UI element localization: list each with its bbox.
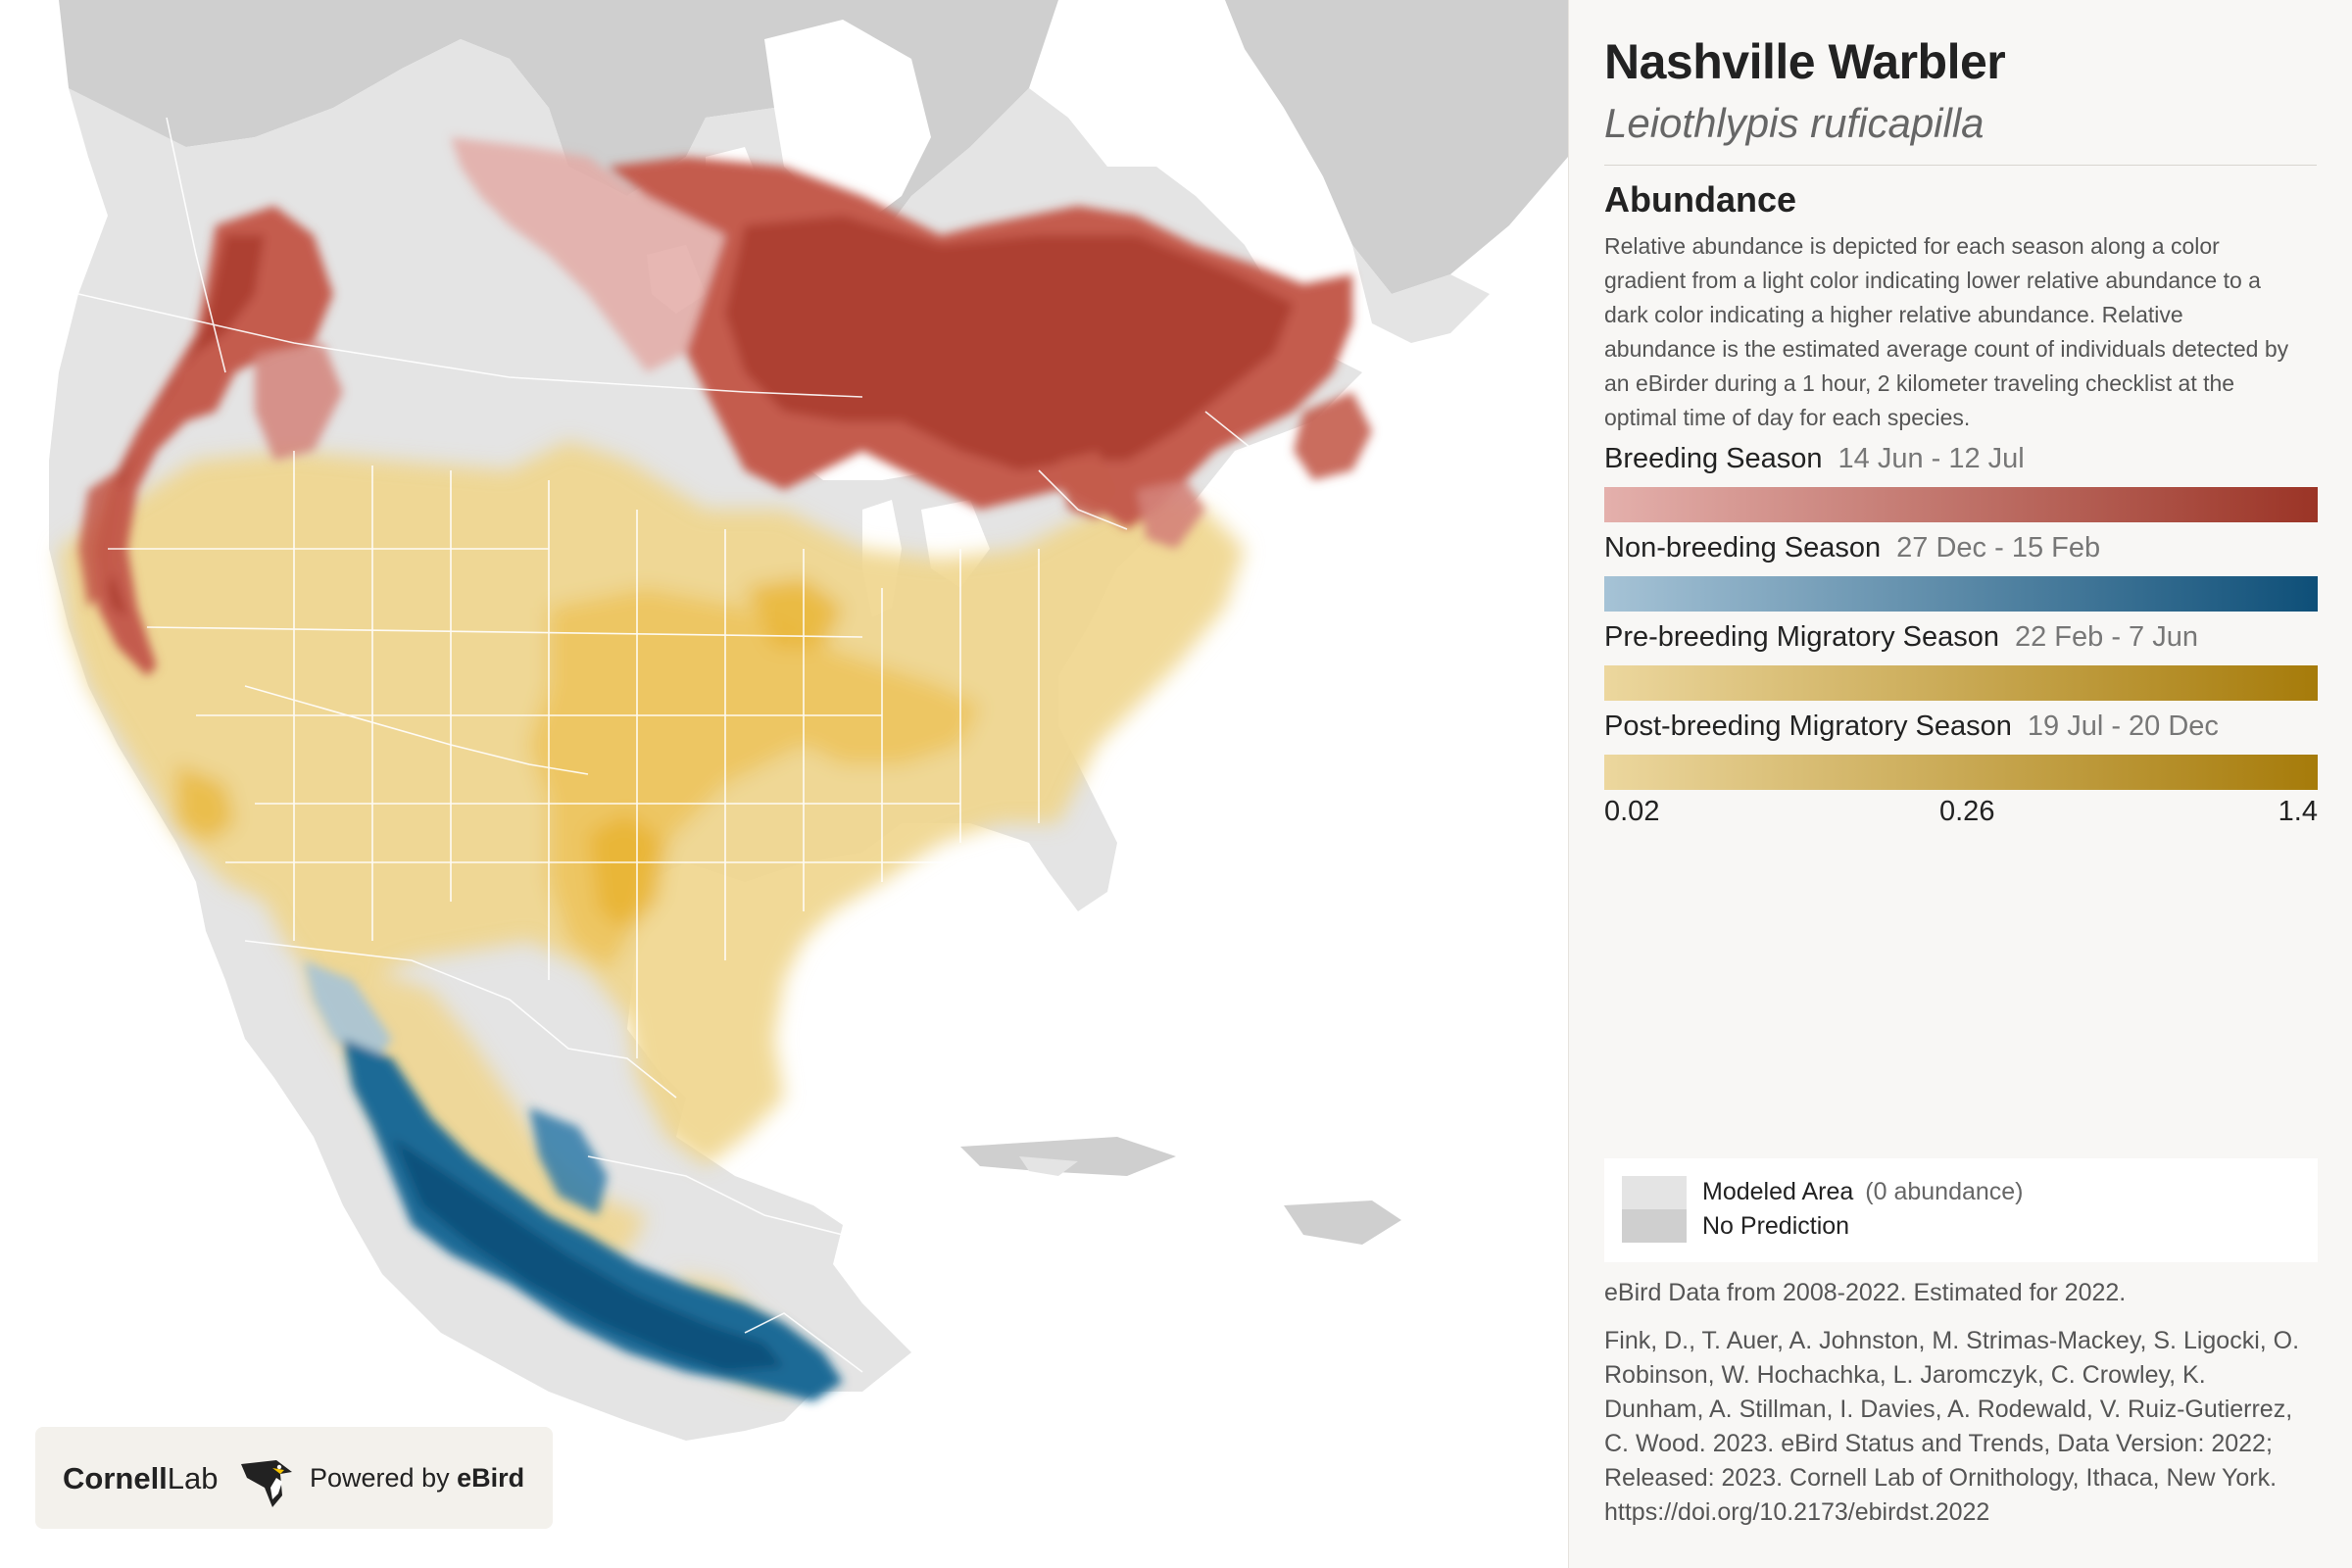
breeding-abundance-west (78, 206, 343, 676)
breeding-abundance (451, 137, 1372, 549)
modeled-area-text: Modeled Area (1702, 1178, 1854, 1205)
modeled-area-note: (0 abundance) (1865, 1178, 2024, 1205)
season-label: Post-breeding Migratory Season (1604, 710, 2012, 742)
citation: Fink, D., T. Auer, A. Johnston, M. Strim… (1604, 1327, 2300, 1526)
season-dates: 19 Jul - 20 Dec (2027, 710, 2219, 742)
season-gradient-bar (1604, 487, 2318, 522)
scale-min: 0.02 (1604, 796, 1660, 827)
season-dates: 14 Jun - 12 Jul (1838, 443, 2025, 474)
range-map[interactable]: CornellLab Powered by eBird (0, 0, 1568, 1568)
season-breeding: Breeding Season 14 Jun - 12 Jul (1604, 443, 2318, 522)
branding-badge[interactable]: CornellLab Powered by eBird (35, 1427, 553, 1529)
no-prediction-label: No Prediction (1702, 1212, 1850, 1240)
ebird-name: eBird (457, 1463, 525, 1493)
season-dates: 27 Dec - 15 Feb (1896, 532, 2101, 564)
abundance-scale: 0.02 0.26 1.4 (1604, 796, 2318, 835)
logo-lab-text: Lab (167, 1461, 219, 1495)
scale-mid: 0.26 (1939, 796, 1995, 827)
season-post-breeding-migratory: Post-breeding Migratory Season 19 Jul - 2… (1604, 710, 2318, 790)
scale-max: 1.4 (2278, 796, 2318, 827)
season-gradient-bar (1604, 665, 2318, 701)
season-dates: 22 Feb - 7 Jun (2014, 621, 2198, 653)
legend-panel: Nashville Warbler Leiothlypis ruficapill… (1568, 0, 2352, 1568)
season-gradient-bar (1604, 576, 2318, 612)
season-gradient-bar (1604, 755, 2318, 790)
season-label: Breeding Season (1604, 443, 1823, 474)
season-label: Pre-breeding Migratory Season (1604, 621, 1999, 653)
species-common-name: Nashville Warbler (1604, 34, 2006, 89)
non-breeding-abundance (304, 960, 843, 1401)
divider (1604, 165, 2317, 166)
abundance-heading: Abundance (1604, 179, 1797, 220)
no-prediction-swatch (1622, 1209, 1687, 1243)
map-canvas (49, 0, 1568, 1441)
bird-logo-icon (237, 1448, 294, 1509)
logo-cornell-text: Cornell (63, 1461, 168, 1495)
species-scientific-name: Leiothlypis ruficapilla (1604, 100, 1984, 146)
season-label: Non-breeding Season (1604, 532, 1882, 564)
modeled-area-label: Modeled Area (0 abundance) (1702, 1178, 2024, 1206)
modeled-area-swatch (1622, 1176, 1687, 1209)
season-pre-breeding-migratory: Pre-breeding Migratory Season 22 Feb - 7 … (1604, 621, 2318, 701)
powered-by-ebird: Powered by eBird (310, 1463, 524, 1494)
map-legend: Modeled Area (0 abundance) No Prediction (1604, 1158, 2318, 1262)
cornell-lab-logo: CornellLab (63, 1461, 219, 1496)
season-non-breeding: Non-breeding Season 27 Dec - 15 Feb (1604, 532, 2318, 612)
abundance-description: Relative abundance is depicted for each … (1604, 233, 2289, 430)
powered-prefix: Powered by (310, 1463, 450, 1493)
data-years: eBird Data from 2008-2022. Estimated for… (1604, 1279, 2127, 1306)
political-boundaries (77, 117, 1275, 1373)
